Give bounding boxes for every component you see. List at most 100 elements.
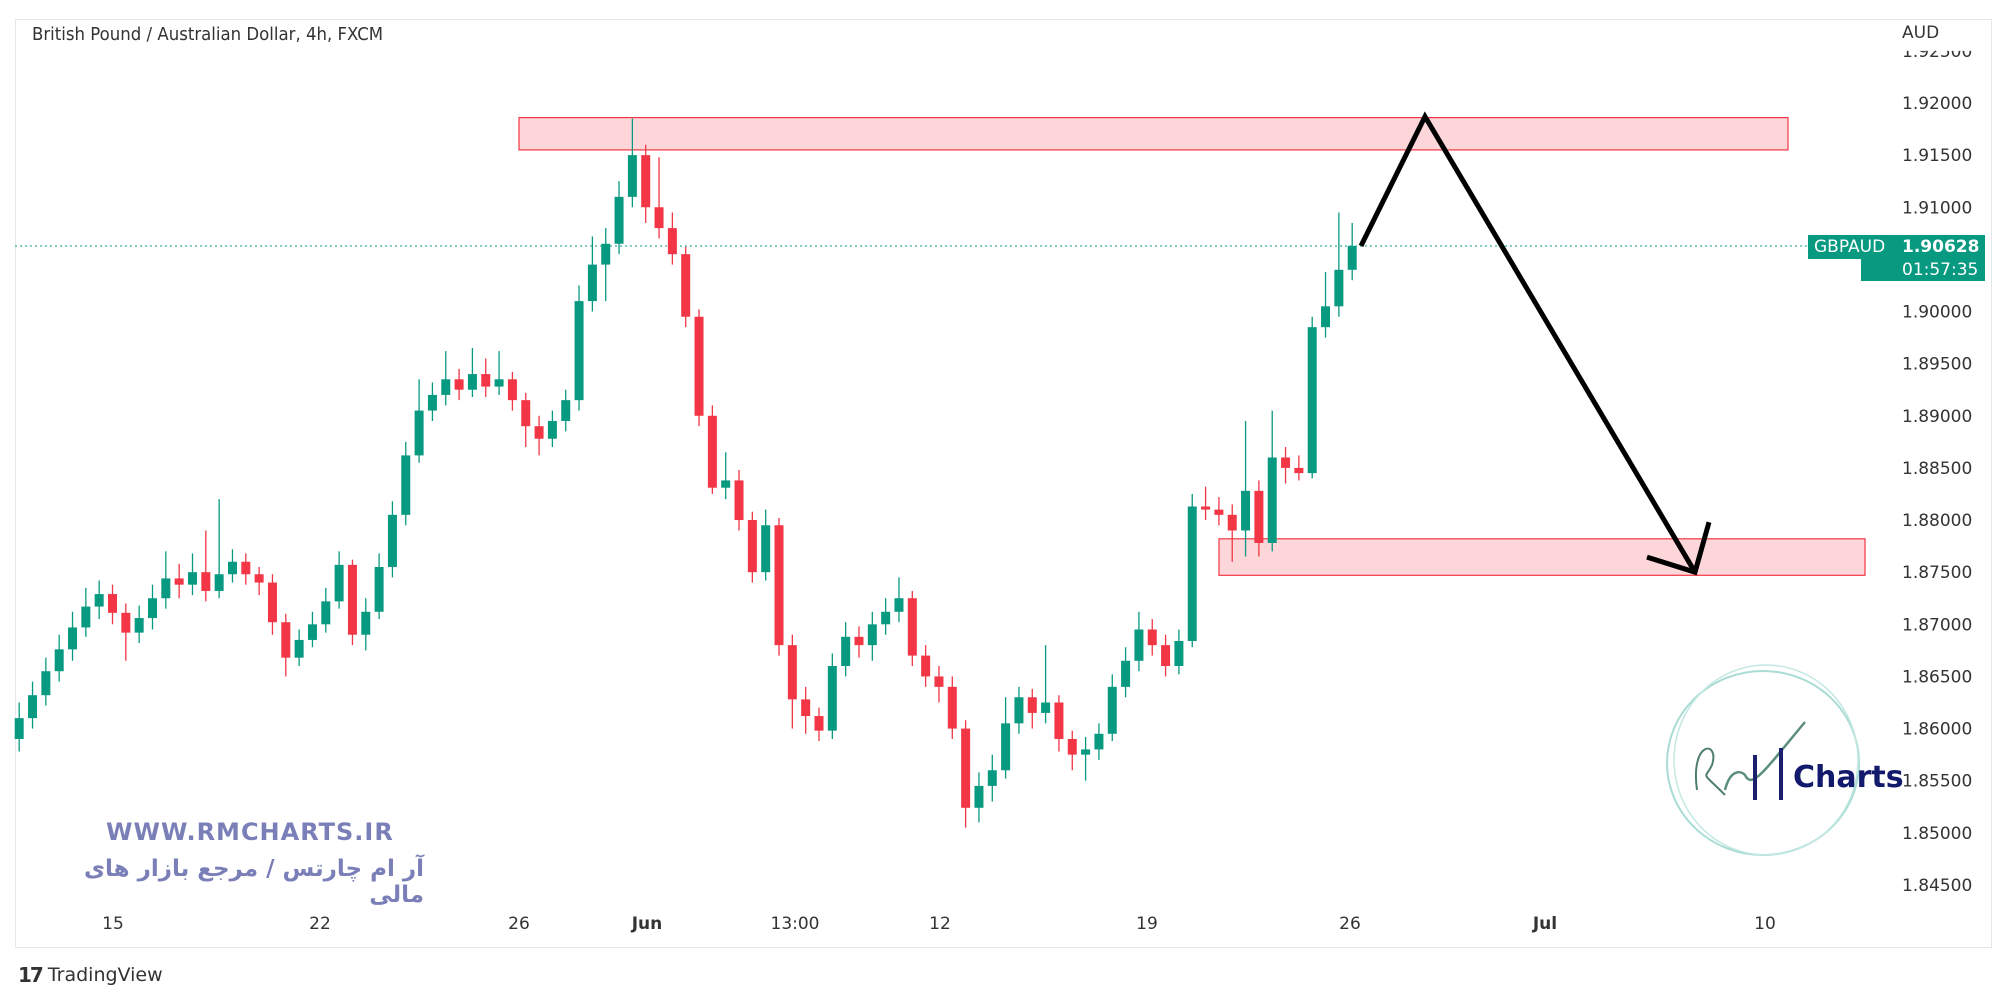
candle-body	[881, 611, 891, 625]
price-tick: 1.85500	[1902, 772, 1972, 792]
candle-body	[1334, 269, 1344, 307]
candle	[1147, 619, 1157, 656]
rmcharts-logo: Charts	[1666, 664, 1904, 856]
candle	[174, 563, 184, 599]
candle-body	[281, 622, 291, 658]
candle	[1001, 697, 1011, 779]
candle	[121, 603, 131, 661]
candle-body	[1187, 506, 1197, 641]
candle-body	[427, 394, 437, 411]
price-tick: 1.85000	[1902, 824, 1972, 844]
candle-body	[108, 594, 118, 613]
price-tick: 1.88000	[1902, 511, 1972, 531]
candle	[1281, 447, 1291, 484]
candle-body	[827, 666, 837, 731]
tradingview-brand[interactable]: 17 TradingView	[18, 963, 163, 987]
candle	[961, 720, 971, 828]
candle-body	[454, 379, 464, 390]
candle-body	[1027, 697, 1037, 713]
candle	[68, 611, 78, 661]
resistance-zone[interactable]	[518, 116, 1789, 151]
candle	[1067, 730, 1077, 771]
candle	[881, 598, 891, 635]
candle	[374, 553, 384, 620]
candle-body	[467, 374, 477, 390]
candle	[401, 441, 411, 526]
candle	[574, 285, 584, 411]
candle	[974, 772, 984, 823]
candle-body	[787, 645, 797, 700]
candle-body	[694, 316, 704, 416]
candle	[321, 587, 331, 633]
candle	[361, 598, 371, 651]
candle-body	[774, 525, 784, 646]
candle	[1347, 222, 1357, 281]
currency-label: AUD	[1902, 23, 1939, 43]
price-axis[interactable]: AUD 1.92500 1.92000 1.91500 1.91000 1.90000 1…	[1902, 23, 1972, 896]
candle	[934, 666, 944, 703]
candle-body	[1014, 697, 1024, 724]
candle	[707, 405, 717, 494]
candle-body	[161, 578, 171, 599]
candle	[1161, 634, 1171, 677]
candle	[334, 551, 344, 609]
candle-body	[947, 686, 957, 729]
candle-body	[521, 400, 531, 427]
candle-body	[641, 155, 651, 208]
candle	[427, 382, 437, 421]
candle-body	[148, 598, 157, 619]
candle-body	[1201, 506, 1211, 510]
candle-body	[134, 618, 144, 633]
candle	[254, 566, 264, 596]
candle-body	[68, 627, 78, 650]
candle-body	[1241, 490, 1251, 531]
logo-text: Charts	[1793, 760, 1904, 795]
candle-body	[374, 566, 384, 612]
price-tick: 1.91500	[1902, 146, 1972, 166]
time-tick: 12	[929, 914, 951, 934]
candle	[41, 657, 51, 706]
candle-body	[267, 582, 277, 623]
arrowhead	[1646, 521, 1712, 576]
candle	[667, 212, 677, 265]
candle-body	[321, 601, 331, 625]
time-axis[interactable]: 15 22 26 Jun 13:00 12 19 26 Jul 10	[102, 914, 1776, 934]
candle	[467, 348, 477, 398]
candle-body	[614, 196, 624, 244]
candle	[1081, 736, 1091, 781]
last-price-tag: 1.90628	[1894, 235, 1985, 259]
candle	[774, 517, 784, 656]
candle	[1174, 629, 1184, 675]
candle	[387, 501, 397, 578]
candle	[241, 553, 251, 585]
candle	[894, 577, 904, 623]
time-tick: 13:00	[771, 914, 820, 934]
chart-frame	[15, 19, 1992, 948]
support-zone[interactable]	[1218, 538, 1866, 576]
candle	[987, 754, 997, 802]
candle-body	[721, 480, 731, 488]
candle	[1121, 647, 1131, 698]
candle-body	[747, 520, 757, 573]
candle-body	[494, 379, 504, 387]
candle	[161, 551, 171, 609]
candle	[521, 392, 531, 448]
projection-arrow	[1358, 111, 1698, 574]
candle-body	[1134, 629, 1144, 661]
candle-body	[14, 718, 24, 739]
candle-body	[627, 155, 637, 197]
candle	[81, 587, 91, 637]
candle-body	[654, 207, 664, 229]
candle	[854, 626, 864, 658]
candle	[694, 309, 704, 427]
candle-body	[1174, 640, 1184, 667]
tradingview-logo-icon: 17	[18, 963, 44, 987]
candle	[547, 410, 557, 448]
candle	[454, 368, 464, 401]
candle-body	[534, 426, 544, 439]
candle-body	[841, 636, 851, 667]
candle	[1294, 455, 1304, 481]
candle-body	[734, 480, 744, 521]
candle	[148, 584, 157, 630]
